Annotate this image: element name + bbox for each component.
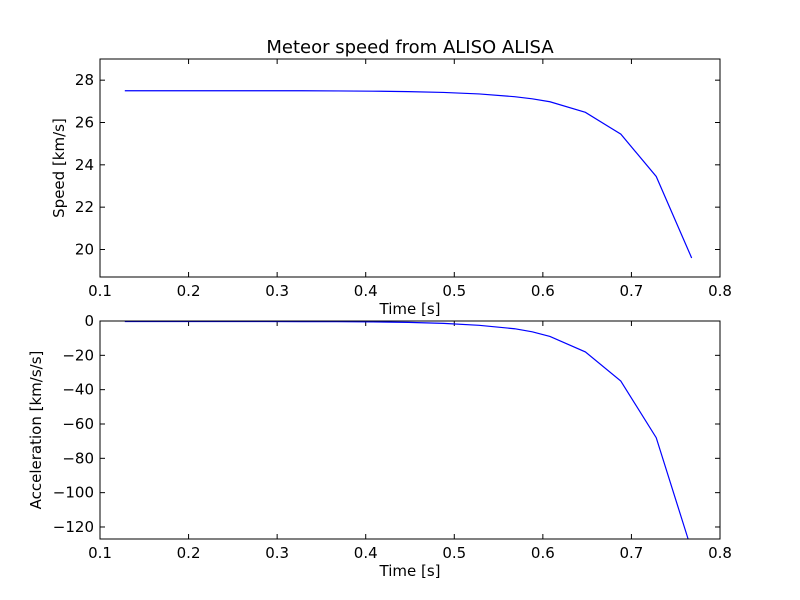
- acceleration-chart-ytick-label: −20: [62, 346, 94, 364]
- speed-chart-xtick-label: 0.3: [265, 282, 289, 300]
- acceleration-chart-ytick-label: −40: [62, 381, 94, 399]
- speed-chart-xtick-label: 0.4: [354, 282, 378, 300]
- speed-chart-lines: [124, 90, 693, 259]
- speed-chart-xtick-label: 0.1: [88, 282, 112, 300]
- acceleration-chart-xtick-label: 0.6: [531, 544, 555, 562]
- speed-chart-title: Meteor speed from ALISO ALISA: [266, 37, 554, 58]
- acceleration-chart-xtick-label: 0.3: [265, 544, 289, 562]
- acceleration-chart: Time [s] Acceleration [km/s/s] 0.1 0.2 0.3…: [27, 312, 732, 580]
- acceleration-chart-series-line: [124, 320, 689, 540]
- acceleration-chart-ytick-label: −100: [53, 484, 94, 502]
- acceleration-chart-xlabel: Time [s]: [379, 562, 441, 580]
- acceleration-chart-ytick-label: 0: [84, 312, 94, 330]
- acceleration-chart-xtick-label: 0.5: [442, 544, 466, 562]
- speed-chart-ytick-label: 22: [75, 198, 94, 216]
- speed-chart-ylabel: Speed [km/s]: [50, 118, 68, 218]
- speed-chart: Meteor speed from ALISO ALISA Time [s] S…: [50, 37, 732, 318]
- acceleration-chart-ylabel: Acceleration [km/s/s]: [27, 351, 45, 510]
- acceleration-chart-xtick-label: 0.2: [177, 544, 201, 562]
- speed-chart-xlabel: Time [s]: [379, 300, 441, 318]
- speed-chart-series-line: [124, 90, 693, 259]
- acceleration-chart-xtick-label: 0.4: [354, 544, 378, 562]
- speed-chart-frame: [99, 58, 721, 278]
- acceleration-chart-xtick-label: 0.7: [619, 544, 643, 562]
- speed-chart-ytick-label: 28: [75, 71, 94, 89]
- acceleration-chart-ytick-label: −120: [53, 518, 94, 536]
- acceleration-chart-frame: [99, 320, 721, 540]
- speed-chart-ytick-label: 26: [75, 113, 94, 131]
- speed-chart-ytick-label: 20: [75, 240, 94, 258]
- acceleration-chart-ytick-label: −60: [62, 415, 94, 433]
- acceleration-chart-xtick-label: 0.8: [708, 544, 732, 562]
- speed-chart-xtick-label: 0.5: [442, 282, 466, 300]
- acceleration-chart-ytick-label: −80: [62, 449, 94, 467]
- acceleration-chart-lines: [124, 320, 689, 540]
- speed-chart-ticks: 0.1 0.2 0.3 0.4 0.5 0.6 0.7 0.8 20 22 24 26 28: [75, 59, 732, 300]
- acceleration-chart-xtick-label: 0.1: [88, 544, 112, 562]
- acceleration-chart-ticks: 0.1 0.2 0.3 0.4 0.5 0.6 0.7 0.8 0 −20 −40 −60 −80 −10…: [53, 312, 732, 562]
- speed-chart-xtick-label: 0.2: [177, 282, 201, 300]
- speed-chart-xtick-label: 0.6: [531, 282, 555, 300]
- speed-chart-ytick-label: 24: [75, 156, 94, 174]
- speed-chart-xtick-label: 0.7: [619, 282, 643, 300]
- speed-chart-xtick-label: 0.8: [708, 282, 732, 300]
